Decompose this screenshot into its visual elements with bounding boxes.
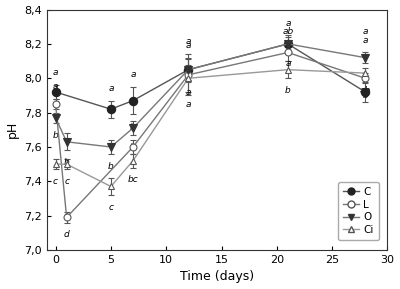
Text: a: a (186, 100, 191, 109)
Text: a: a (285, 58, 291, 68)
Y-axis label: pH: pH (6, 121, 18, 138)
Text: a: a (362, 36, 368, 45)
Text: a: a (130, 70, 136, 79)
Text: a: a (53, 68, 58, 77)
Legend: C, L, O, Ci: C, L, O, Ci (338, 182, 379, 240)
Text: c: c (64, 177, 69, 186)
Text: a: a (186, 38, 191, 47)
Text: b: b (64, 158, 70, 167)
Text: bc: bc (128, 175, 138, 184)
X-axis label: Time (days): Time (days) (180, 271, 254, 284)
Text: b: b (108, 162, 114, 171)
Text: ab: ab (282, 27, 294, 36)
Text: b: b (285, 86, 291, 95)
Text: a: a (285, 18, 291, 27)
Text: b: b (362, 91, 368, 100)
Text: b: b (130, 143, 136, 152)
Text: c: c (108, 203, 113, 212)
Text: a: a (362, 27, 368, 36)
Text: b: b (130, 123, 136, 132)
Text: a: a (53, 82, 58, 91)
Text: d: d (64, 230, 70, 239)
Text: a: a (108, 84, 114, 93)
Text: b: b (53, 131, 58, 140)
Text: a: a (186, 88, 191, 97)
Text: ab: ab (360, 86, 371, 95)
Text: c: c (53, 177, 58, 186)
Text: a: a (186, 41, 191, 50)
